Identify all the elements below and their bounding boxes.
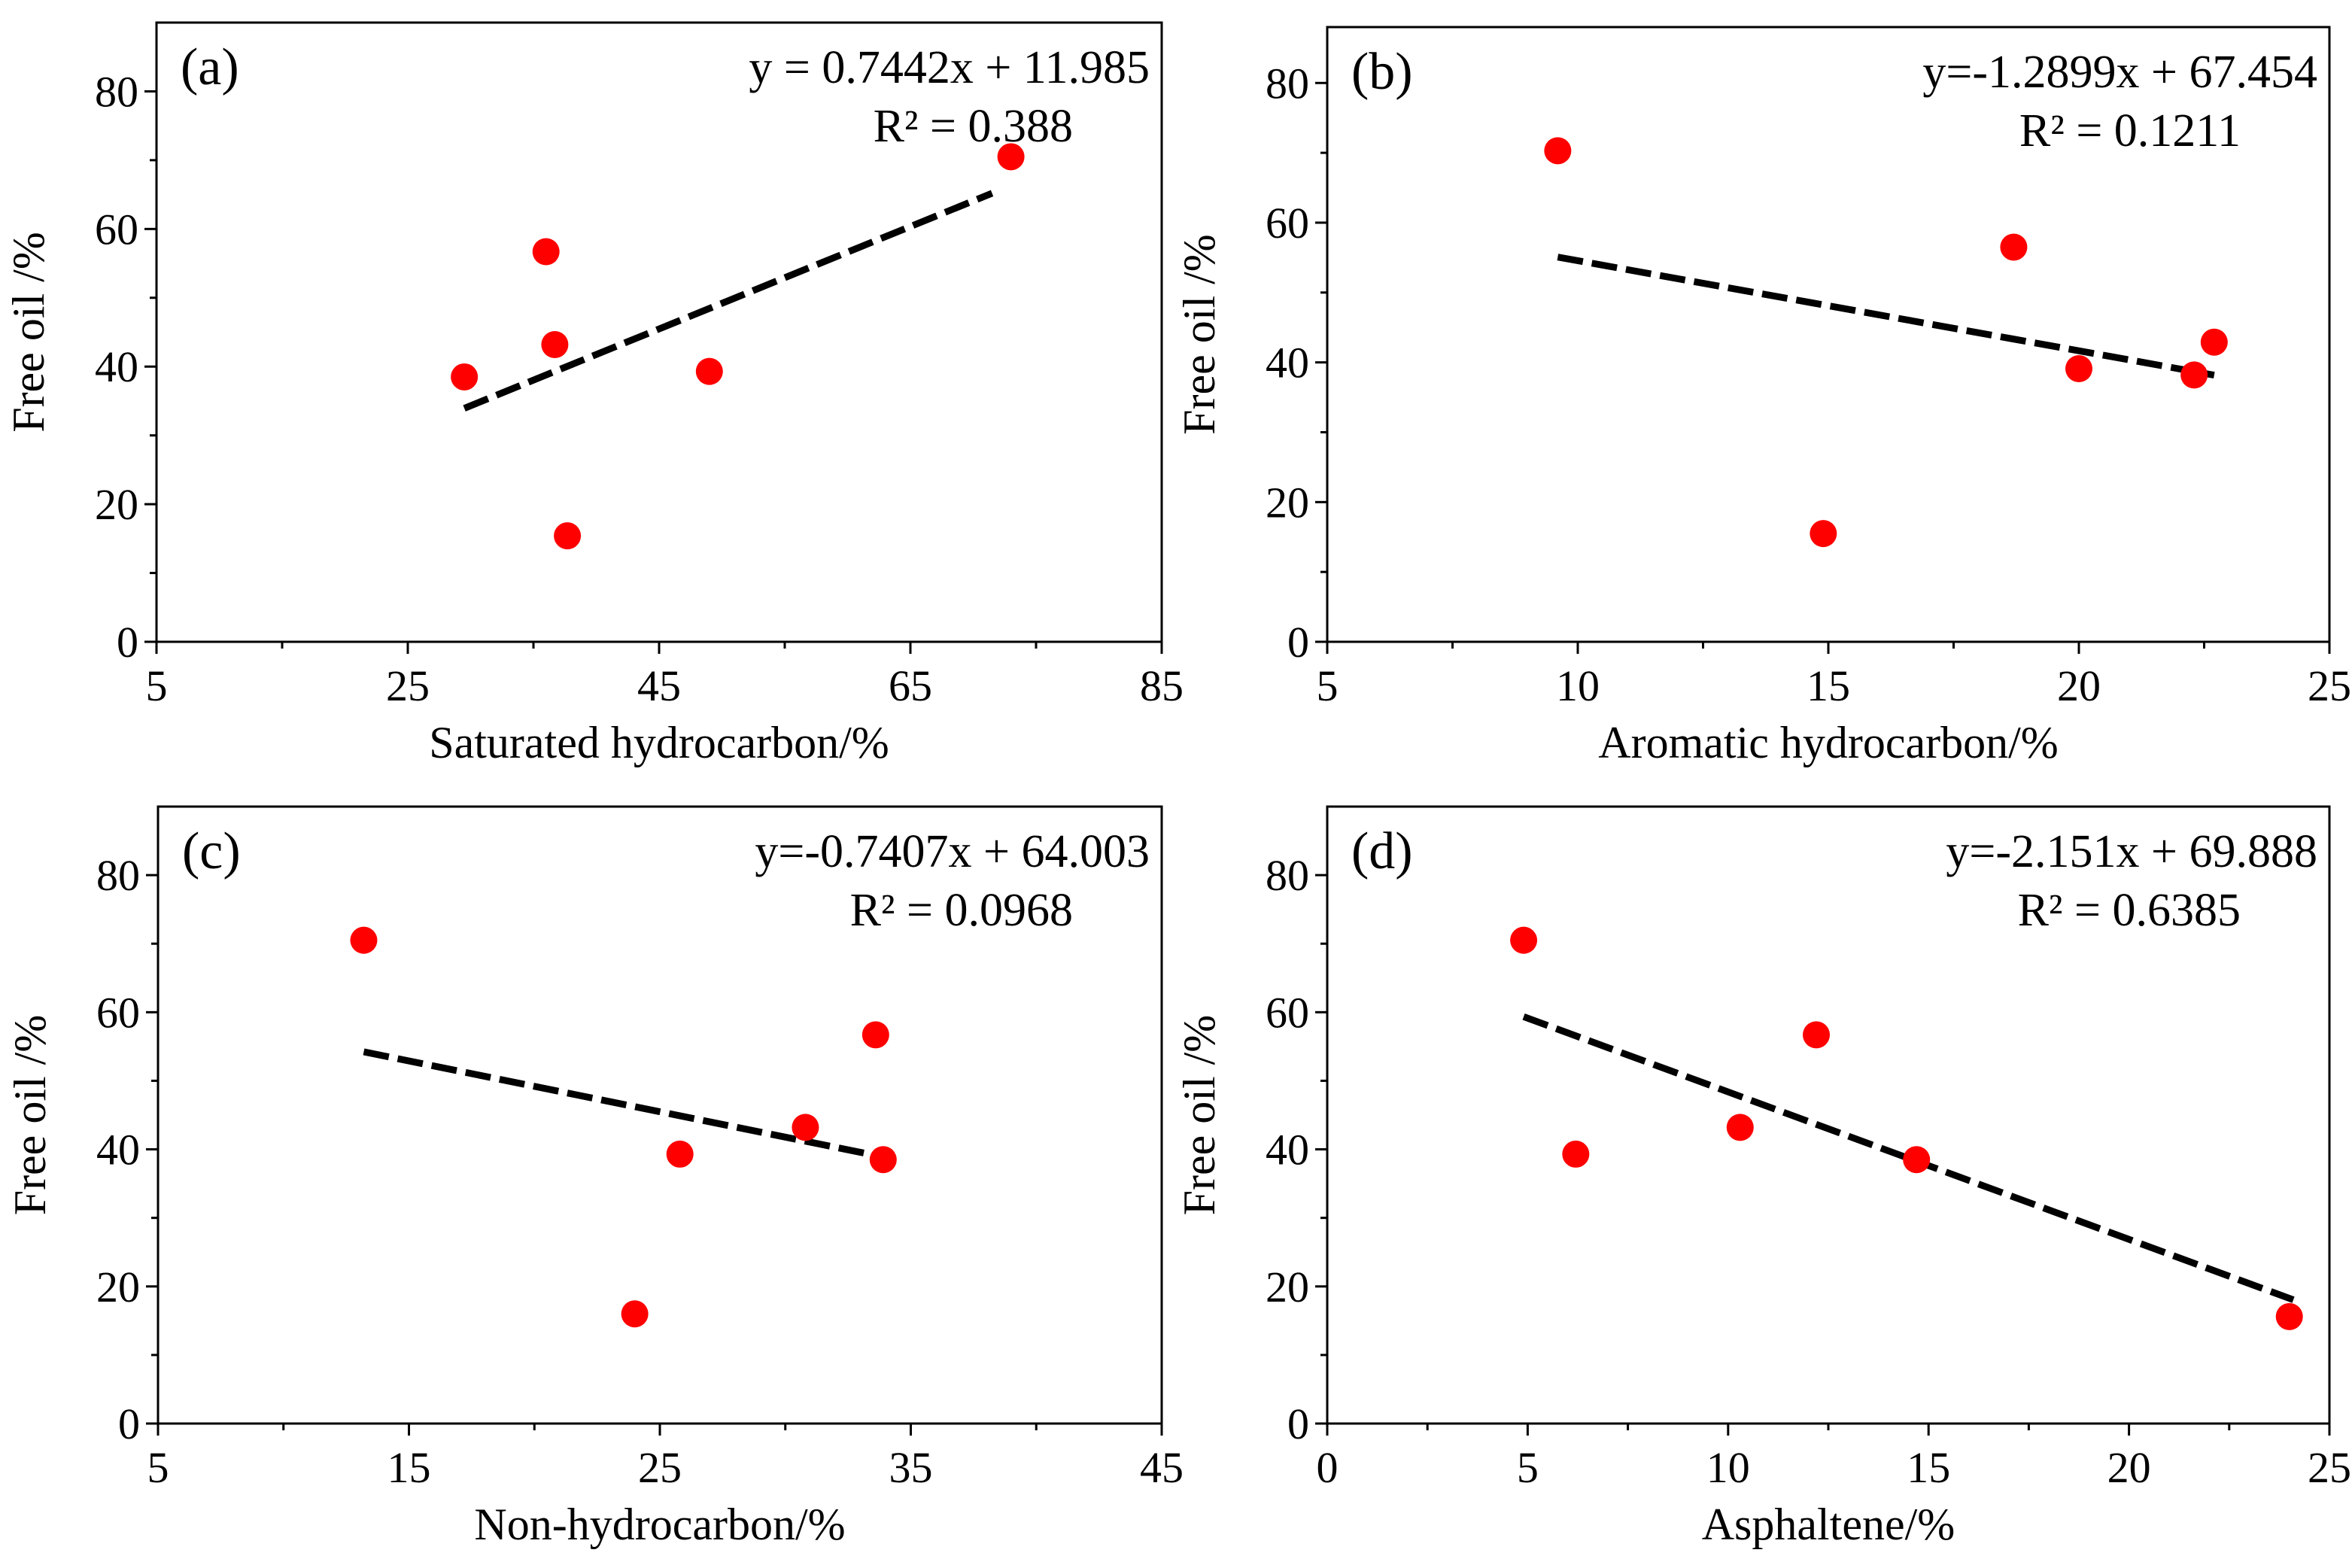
data-point	[1903, 1146, 1930, 1173]
data-point	[2201, 329, 2228, 356]
data-point	[1727, 1114, 1754, 1141]
x-tick-label: 15	[1907, 1443, 1950, 1492]
x-tick-label: 85	[1140, 661, 1184, 710]
y-tick-label: 0	[1287, 1399, 1309, 1448]
x-tick-label: 25	[638, 1443, 682, 1492]
x-tick-label: 45	[637, 661, 681, 710]
r-squared: R² = 0.388	[874, 101, 1073, 152]
data-point	[862, 1021, 889, 1048]
r-squared: R² = 0.6385	[2018, 885, 2241, 936]
y-tick-label: 0	[117, 618, 138, 667]
panel-a: 5 25 45 65 85 0 20 40 60 80 Saturated hydrocarbon/…	[4, 23, 1184, 767]
y-tick-label: 40	[1266, 339, 1309, 387]
y-axis-title: Free oil /%	[5, 1015, 55, 1216]
figure: 5 25 45 65 85 0 20 40 60 80 Saturated hydrocarbon/…	[0, 0, 2352, 1568]
y-tick-label: 60	[1266, 199, 1309, 248]
panel-d: 0 5 10 15 20 25 0 20 40 60 80 Asphaltene/% Free oil …	[1174, 807, 2351, 1549]
y-tick-label: 20	[95, 480, 138, 529]
panel-label: (a)	[181, 38, 239, 96]
x-axis-title: Non-hydrocarbon/%	[474, 1500, 845, 1549]
x-axis-title: Asphaltene/%	[1702, 1500, 1955, 1549]
data-point	[667, 1141, 694, 1168]
y-tick-label: 20	[1266, 1263, 1309, 1311]
data-point	[2276, 1303, 2303, 1330]
y-tick-label: 60	[96, 988, 140, 1037]
data-point	[621, 1300, 649, 1327]
y-tick-label: 60	[1266, 988, 1309, 1037]
y-tick-label: 40	[95, 342, 138, 391]
x-axis-title: Aromatic hydrocarbon/%	[1598, 718, 2058, 767]
x-tick-label: 15	[1807, 661, 1850, 710]
r-squared: R² = 0.1211	[2019, 105, 2241, 156]
regression-equation: y=-2.151x + 69.888	[1946, 826, 2317, 877]
x-tick-label: 25	[2308, 1443, 2351, 1492]
data-point	[2180, 361, 2208, 388]
x-tick-label: 10	[1556, 661, 1600, 710]
x-tick-label: 65	[889, 661, 932, 710]
x-tick-label: 0	[1317, 1443, 1339, 1492]
data-point	[998, 143, 1025, 170]
x-tick-label: 35	[889, 1443, 933, 1492]
regression-equation: y=-0.7407x + 64.003	[755, 826, 1150, 877]
y-axis-title: Free oil /%	[1174, 234, 1224, 435]
y-tick-label: 80	[1266, 59, 1309, 108]
y-tick-label: 0	[118, 1399, 140, 1448]
y-tick-label: 40	[96, 1126, 140, 1174]
x-tick-label: 5	[1517, 1443, 1539, 1492]
x-tick-label: 25	[2308, 661, 2351, 710]
y-tick-label: 20	[1266, 478, 1309, 527]
panel-label: (b)	[1351, 43, 1413, 101]
x-tick-label: 20	[2057, 661, 2101, 710]
data-point	[554, 522, 581, 549]
data-point	[2000, 233, 2027, 260]
trend-line	[363, 1052, 883, 1157]
x-tick-label: 5	[146, 661, 168, 710]
x-tick-label: 45	[1140, 1443, 1184, 1492]
y-tick-label: 80	[96, 851, 140, 900]
trend-line	[464, 193, 992, 409]
trend-line	[1557, 257, 2214, 375]
y-tick-label: 40	[1266, 1126, 1309, 1174]
x-tick-label: 5	[1317, 661, 1339, 710]
y-tick-label: 80	[95, 67, 138, 116]
y-tick-label: 60	[95, 205, 138, 254]
data-point	[2065, 355, 2092, 382]
data-point	[533, 239, 560, 266]
x-tick-label: 5	[147, 1443, 169, 1492]
x-tick-label: 25	[386, 661, 430, 710]
x-tick-label: 15	[387, 1443, 431, 1492]
y-axis-title: Free oil /%	[1174, 1015, 1224, 1216]
data-point	[541, 331, 568, 358]
x-axis-title: Saturated hydrocarbon/%	[429, 718, 889, 767]
panel-label: (d)	[1351, 822, 1413, 880]
panel-b: 5 10 15 20 25 0 20 40 60 80 Aromatic hydrocarbon/%…	[1174, 27, 2351, 767]
data-point	[1810, 520, 1837, 547]
y-tick-label: 20	[96, 1263, 140, 1311]
data-point	[1562, 1141, 1589, 1168]
data-point	[1544, 137, 1571, 164]
data-point	[792, 1114, 819, 1141]
regression-equation: y=-1.2899x + 67.454	[1922, 47, 2317, 98]
data-point	[1510, 927, 1537, 954]
y-axis-title: Free oil /%	[4, 232, 53, 433]
data-point	[696, 358, 723, 385]
panel-c: 5 15 25 35 45 0 20 40 60 80 Non-hydrocarbon/% Free …	[5, 807, 1184, 1549]
panel-label: (c)	[182, 822, 241, 880]
regression-equation: y = 0.7442x + 11.985	[749, 42, 1150, 93]
data-point	[451, 363, 478, 390]
data-point	[870, 1146, 897, 1173]
y-tick-label: 80	[1266, 851, 1309, 900]
data-point	[350, 927, 377, 954]
x-tick-label: 20	[2107, 1443, 2151, 1492]
y-tick-label: 0	[1287, 618, 1309, 667]
data-point	[1803, 1021, 1830, 1048]
r-squared: R² = 0.0968	[850, 885, 1073, 936]
x-tick-label: 10	[1706, 1443, 1750, 1492]
